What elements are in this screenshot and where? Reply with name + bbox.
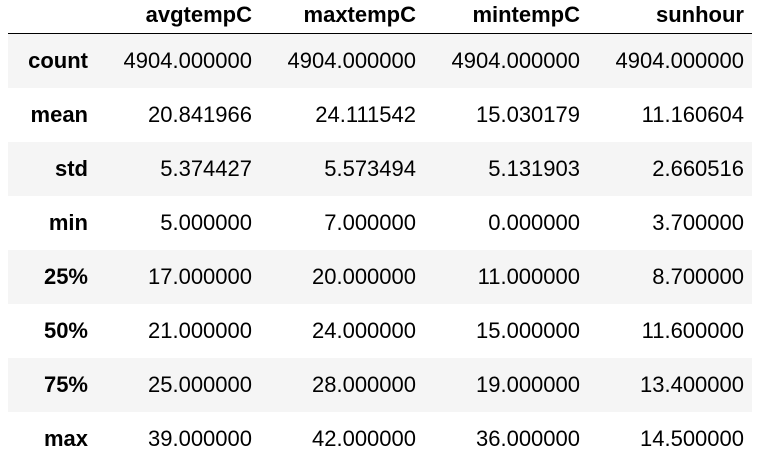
header-row: avgtempC maxtempC mintempC sunhour xyxy=(8,0,752,34)
table-cell: 15.030179 xyxy=(476,101,580,127)
table-cell: 8.700000 xyxy=(652,263,744,289)
table-row: mean 20.841966 24.111542 15.030179 11.16… xyxy=(8,87,752,142)
table-cell: 24.000000 xyxy=(312,317,416,343)
table-cell: 11.000000 xyxy=(477,263,580,289)
table-cell: 14.500000 xyxy=(640,425,744,451)
table-cell: 15.000000 xyxy=(476,317,580,343)
index-header xyxy=(8,0,96,34)
table-cell: 19.000000 xyxy=(476,371,580,397)
describe-table: avgtempC maxtempC mintempC sunhour count… xyxy=(8,0,752,466)
table-cell: 3.700000 xyxy=(652,209,744,235)
row-label: min xyxy=(48,209,88,235)
table-cell: 7.000000 xyxy=(324,209,416,235)
table-cell: 0.000000 xyxy=(488,209,580,235)
row-label: count xyxy=(28,47,88,73)
table-cell: 4904.000000 xyxy=(287,47,416,73)
row-label: 25% xyxy=(43,263,88,289)
table-cell: 5.131903 xyxy=(488,155,580,181)
table-cell: 5.000000 xyxy=(160,209,252,235)
table-row: 75% 25.000000 28.000000 19.000000 13.400… xyxy=(8,357,752,412)
table-row: min 5.000000 7.000000 0.000000 3.700000 xyxy=(8,195,752,250)
table-row: 25% 17.000000 20.000000 11.000000 8.7000… xyxy=(8,249,752,304)
table-cell: 39.000000 xyxy=(148,425,252,451)
row-label: std xyxy=(55,155,88,181)
table-cell: 25.000000 xyxy=(148,371,252,397)
column-header: avgtempC xyxy=(145,2,252,27)
column-header: mintempC xyxy=(472,2,580,27)
table-cell: 24.111542 xyxy=(315,101,416,127)
table-row: 50% 21.000000 24.000000 15.000000 11.600… xyxy=(8,303,752,358)
table-row: max 39.000000 42.000000 36.000000 14.500… xyxy=(8,411,752,466)
table-cell: 4904.000000 xyxy=(451,47,580,73)
table-cell: 21.000000 xyxy=(148,317,252,343)
table-cell: 11.160604 xyxy=(641,101,744,127)
table-cell: 5.374427 xyxy=(160,155,252,181)
table-cell: 42.000000 xyxy=(312,425,416,451)
table-row: std 5.374427 5.573494 5.131903 2.660516 xyxy=(8,141,752,196)
row-label: mean xyxy=(30,101,88,127)
table-cell: 13.400000 xyxy=(640,371,744,397)
table-cell: 4904.000000 xyxy=(615,47,744,73)
table-cell: 2.660516 xyxy=(652,155,744,181)
row-label: max xyxy=(43,425,88,451)
table-cell: 28.000000 xyxy=(312,371,416,397)
column-header: maxtempC xyxy=(303,2,416,27)
table-row: count 4904.000000 4904.000000 4904.00000… xyxy=(8,33,752,88)
table-cell: 5.573494 xyxy=(324,155,416,181)
table-cell: 4904.000000 xyxy=(123,47,252,73)
table-cell: 20.841966 xyxy=(148,101,252,127)
table-cell: 17.000000 xyxy=(148,263,252,289)
table-cell: 20.000000 xyxy=(312,263,416,289)
table-cell: 11.600000 xyxy=(641,317,744,343)
row-label: 75% xyxy=(43,371,88,397)
table-cell: 36.000000 xyxy=(476,425,580,451)
column-header: sunhour xyxy=(656,2,744,27)
row-label: 50% xyxy=(43,317,88,343)
